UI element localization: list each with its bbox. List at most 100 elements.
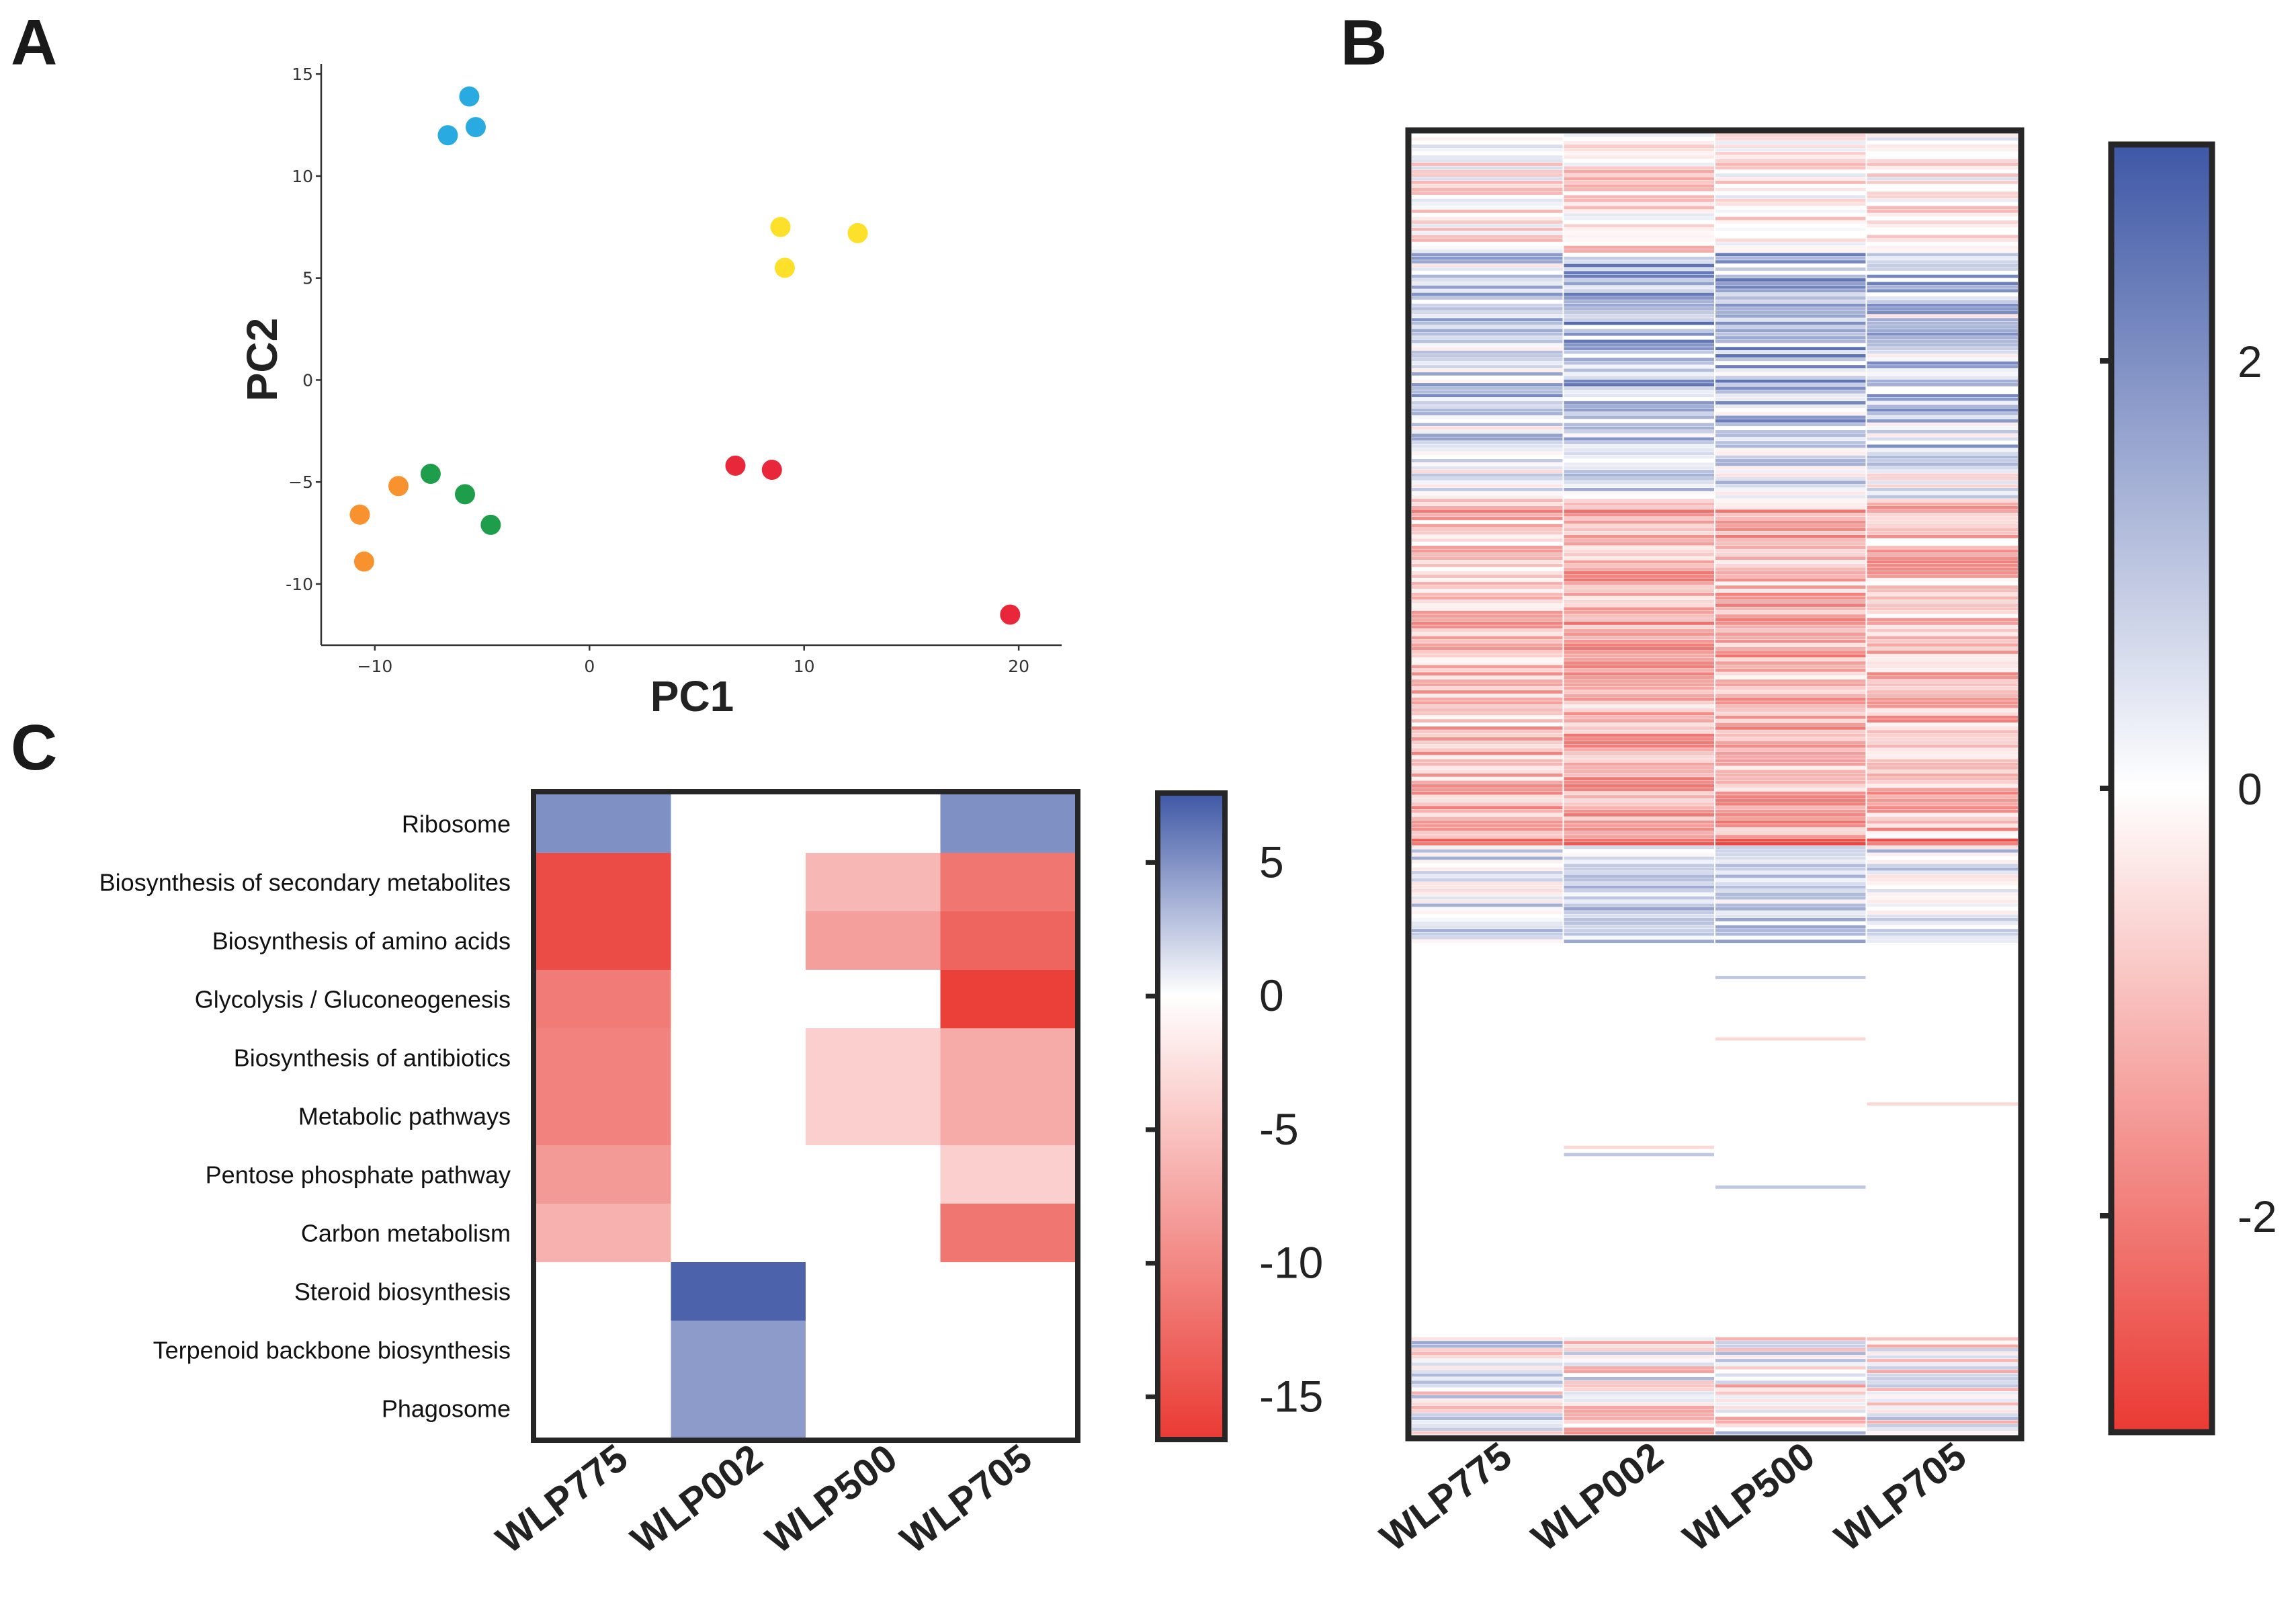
gene-stripe [1412,874,1564,878]
point-yellow [847,222,868,243]
gene-stripe [1412,1399,1564,1403]
gene-stripe [1715,390,1867,394]
colorbar-tick-label: -15 [1259,1371,1323,1421]
gene-stripe [1563,867,1715,871]
gene-stripe [1563,864,1715,868]
gene-stripe [1715,1402,1867,1406]
gene-stripe [1563,148,1715,152]
gene-stripe [1866,917,2018,921]
gene-stripe [1866,632,2018,636]
gene-stripe [1715,578,1867,582]
heatmap-cell [671,1262,806,1321]
gene-stripe [1412,842,1564,845]
gene-stripe [1715,878,1867,882]
gene-stripe [1412,368,1564,372]
gene-stripe [1412,289,1564,293]
gene-stripe [1412,604,1564,607]
gene-stripe [1412,849,1564,853]
gene-stripe [1715,914,1867,918]
point-yellow [774,257,795,278]
gene-stripe [1412,824,1564,827]
gene-stripe [1412,770,1564,774]
gene-stripe [1866,177,2018,181]
gene-stripe [1715,1431,1867,1435]
heatmap-cell [806,970,941,1029]
gene-stripe [1563,231,1715,235]
gene-stripe [1715,502,1867,506]
heatmap-cell [671,1379,806,1438]
gene-stripe [1412,144,1564,148]
gene-stripe [1715,625,1867,629]
gene-stripe [1563,770,1715,774]
gene-stripe [1412,484,1564,488]
gene-stripe [1563,505,1715,509]
heatmap-cell [671,970,806,1029]
gene-stripe [1866,845,2018,849]
gene-stripe [1563,575,1715,578]
gene-stripe [1412,784,1564,788]
gene-stripe [1563,1395,1715,1399]
gene-stripe [1866,806,2018,810]
column-label: WLP500 [1675,1434,1822,1560]
gene-stripe [1563,607,1715,611]
gene-stripe [1866,896,2018,900]
gene-stripe [1412,1413,1564,1417]
gene-stripe [1563,604,1715,607]
gene-stripe [1412,184,1564,188]
gene-stripe [1715,896,1867,900]
gene-stripe [1563,1417,1715,1420]
gene-stripe [1563,755,1715,759]
gene-stripe [1715,1341,1867,1345]
gene-stripe [1412,198,1564,202]
gene-stripe [1563,636,1715,640]
gene-stripe [1866,578,2018,582]
gene-stripe [1412,206,1564,210]
gene-stripe [1866,708,2018,712]
gene-stripe [1563,932,1715,936]
gene-stripe [1866,296,2018,300]
gene-stripe [1563,614,1715,618]
heatmap-cell [536,1379,671,1438]
gene-stripe [1563,940,1715,944]
colorbar [1155,790,1228,1442]
gene-stripe [1715,560,1867,564]
gene-stripe [1412,231,1564,235]
gene-stripe [1412,755,1564,759]
gene-stripe [1715,321,1867,325]
gene-stripe [1563,777,1715,781]
heatmap-cell [671,1028,806,1087]
gene-stripe [1866,220,2018,224]
gene-stripe [1866,780,2018,784]
y-tick-label: 0 [302,370,313,390]
gene-stripe [1412,892,1564,897]
gene-stripe [1563,1366,1715,1370]
gene-stripe [1412,531,1564,535]
gene-stripe [1866,289,2018,293]
gene-stripe [1866,679,2018,683]
gene-stripe [1866,712,2018,716]
gene-stripe [1563,415,1715,419]
gene-stripe [1412,798,1564,802]
gene-expression-heatmap: WLP775 WLP002 WLP500 WLP705 2 0 -2 [1372,127,2277,1560]
gene-stripe [1563,585,1715,589]
gene-stripe [1563,347,1715,351]
gene-stripe [1563,476,1715,481]
gene-stripe [1412,563,1564,567]
gene-stripe [1412,1431,1564,1435]
gene-stripe [1563,907,1715,911]
gene-stripe [1563,401,1715,405]
gene-stripe [1563,155,1715,159]
gene-stripe [1715,260,1867,264]
gene-stripe [1412,911,1564,915]
row-label: Ribosome [402,811,511,838]
gene-stripe [1563,622,1715,625]
gene-stripe [1715,567,1867,571]
gene-stripe [1412,473,1564,477]
gene-stripe [1412,202,1564,206]
gene-stripe [1563,683,1715,687]
gene-stripe [1866,1391,2018,1395]
gene-stripe [1715,690,1867,694]
gene-stripe [1715,379,1867,383]
gene-stripe [1563,708,1715,712]
